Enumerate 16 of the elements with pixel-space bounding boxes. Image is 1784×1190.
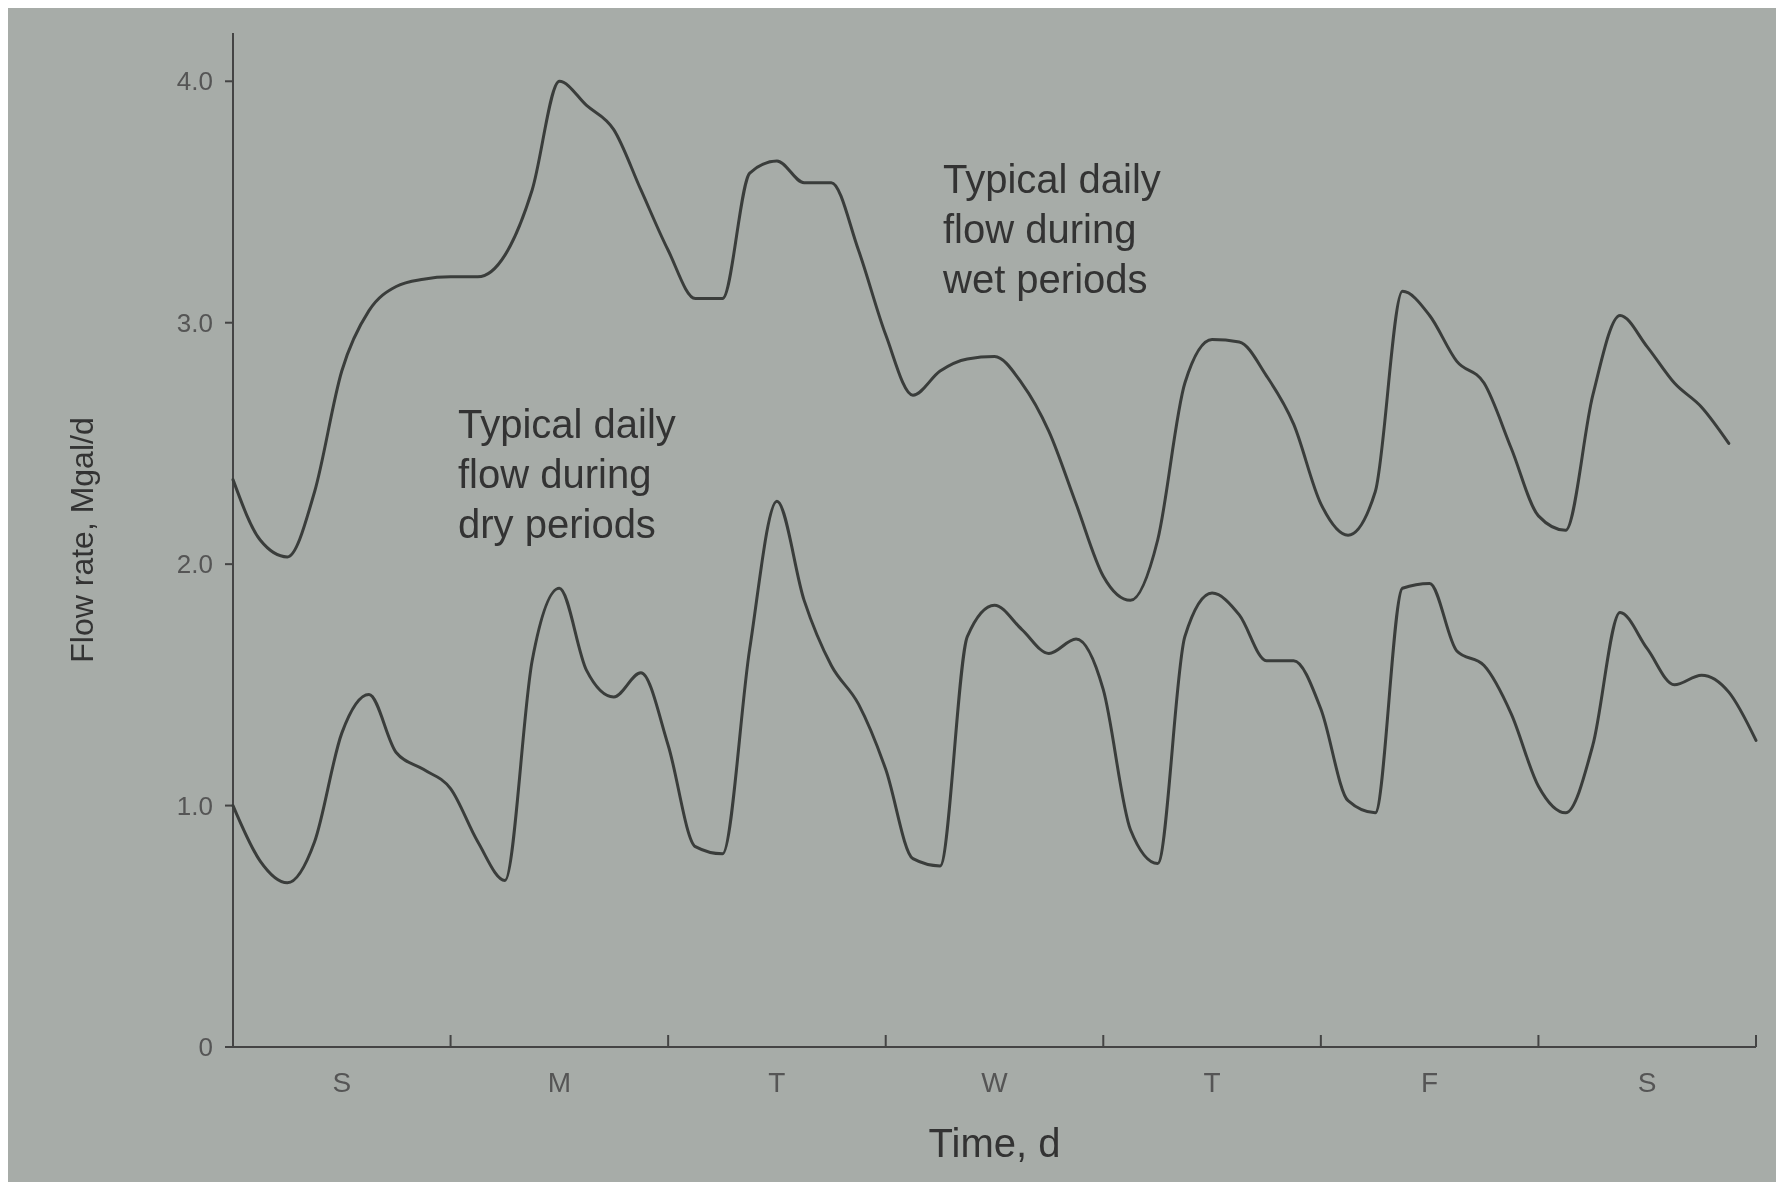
- y-tick-label: 3.0: [176, 307, 213, 338]
- y-tick-label: 0: [198, 1032, 213, 1062]
- y-tick-label: 1.0: [176, 790, 213, 821]
- y-tick-label: 2.0: [176, 549, 213, 580]
- x-tick-label: W: [981, 1067, 1009, 1098]
- x-tick-label: M: [547, 1067, 572, 1098]
- x-tick-label: T: [1203, 1067, 1221, 1098]
- y-axis-title: Flow rate, Mgal/d: [64, 417, 100, 663]
- annotation: Typical daily flow during wet periods: [942, 157, 1161, 301]
- y-tick-label: 4.0: [176, 66, 213, 97]
- x-axis-title: Time, d: [928, 1121, 1061, 1165]
- annotation: Typical daily flow during dry periods: [458, 402, 676, 546]
- x-tick-label: T: [768, 1067, 786, 1098]
- x-tick-label: S: [1637, 1067, 1657, 1098]
- x-tick-label: F: [1421, 1067, 1439, 1098]
- x-tick-label: S: [332, 1067, 352, 1098]
